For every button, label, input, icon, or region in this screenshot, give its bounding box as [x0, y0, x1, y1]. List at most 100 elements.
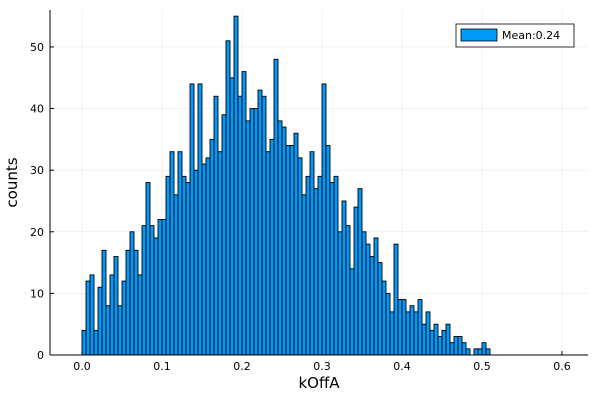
histogram-bar	[413, 311, 419, 356]
histogram-bar	[485, 348, 491, 356]
histogram-bar	[381, 280, 387, 356]
histogram-bar	[473, 348, 479, 356]
axes	[49, 10, 588, 356]
histogram-bar	[389, 311, 395, 356]
histogram-bar	[249, 108, 255, 356]
histogram-bar	[197, 83, 203, 356]
histogram-bar	[277, 120, 283, 356]
histogram-bar	[161, 219, 167, 356]
histogram-bar	[325, 145, 331, 356]
histogram-bar	[273, 58, 279, 356]
y-tick-label: 30	[30, 164, 44, 177]
histogram-bar	[457, 336, 463, 356]
x-tick-label: 0.4	[393, 360, 411, 373]
histogram-bar	[193, 169, 199, 356]
histogram-bar	[293, 132, 299, 356]
histogram-bar	[213, 95, 219, 356]
histogram-bar	[301, 194, 307, 356]
histogram-bar	[361, 231, 367, 356]
histogram-bar	[377, 262, 383, 356]
x-tick-label: 0.3	[313, 360, 331, 373]
x-ticks: 0.0 0.1 0.2 0.3 0.4 0.5 0.6	[73, 351, 571, 373]
histogram-bar	[289, 145, 295, 356]
histogram-bar	[101, 249, 107, 356]
histogram-bar	[449, 342, 455, 356]
histogram-bar	[157, 219, 163, 356]
histogram-bar	[105, 305, 111, 356]
y-tick-label: 40	[30, 103, 44, 116]
histogram-bar	[261, 95, 267, 356]
histogram-bar	[89, 274, 95, 356]
histogram-bar	[93, 329, 99, 356]
histogram-bar	[309, 151, 315, 356]
histogram-bar	[453, 336, 459, 356]
histogram-bar	[97, 286, 103, 356]
histogram-bar	[409, 305, 415, 356]
histogram-bar	[401, 299, 407, 356]
histogram-bar	[349, 268, 355, 356]
histogram-bar	[177, 151, 183, 356]
legend-label: Mean:0.24	[502, 29, 560, 42]
histogram-bar	[133, 249, 139, 356]
y-tick-label: 50	[30, 41, 44, 54]
histogram-bar	[345, 225, 351, 356]
histogram-bar	[297, 157, 303, 356]
histogram-bar	[461, 342, 467, 356]
histogram-bar	[181, 175, 187, 356]
histogram-bar	[237, 95, 243, 356]
histogram-bar	[321, 83, 327, 356]
histogram-bar	[169, 151, 175, 356]
y-tick-label: 10	[30, 287, 44, 300]
histogram-bar	[281, 126, 287, 356]
histogram-bar	[189, 83, 195, 356]
histogram-bar	[305, 175, 311, 356]
histogram-bar	[229, 77, 235, 356]
histogram-bar	[445, 323, 451, 356]
histogram-bar	[481, 342, 487, 356]
histogram-bar	[269, 138, 275, 356]
histogram-bar	[421, 323, 427, 356]
histogram-bar	[477, 348, 483, 356]
x-tick-label: 0.1	[153, 360, 171, 373]
y-ticks: 0 10 20 30 40 50	[30, 41, 54, 362]
histogram-bar	[285, 145, 291, 356]
histogram-bar	[153, 237, 159, 356]
histogram-bar	[333, 175, 339, 356]
histogram-bar	[145, 182, 151, 356]
histogram-bar	[165, 175, 171, 356]
histogram-bar	[113, 255, 119, 356]
x-tick-label: 0.6	[553, 360, 571, 373]
y-tick-label: 20	[30, 226, 44, 239]
histogram-bar	[225, 40, 231, 356]
histogram-bar	[233, 15, 239, 356]
histogram-bar	[429, 329, 435, 356]
histogram-bar	[405, 311, 411, 356]
histogram-bar	[241, 71, 247, 356]
histogram-bar	[137, 274, 143, 356]
histogram-bar	[353, 206, 359, 356]
legend-swatch	[460, 28, 498, 42]
y-axis-title: counts	[3, 157, 21, 207]
histogram-bar	[245, 120, 251, 356]
histogram-bar	[337, 231, 343, 356]
histogram-bar	[209, 138, 215, 356]
histogram-bar	[397, 299, 403, 356]
histogram-bar	[313, 188, 319, 356]
histogram-bar	[125, 249, 131, 356]
histogram-bar	[201, 163, 207, 356]
histogram-bar	[121, 280, 127, 356]
histogram-bar	[357, 188, 363, 356]
x-tick-label: 0.5	[473, 360, 491, 373]
histogram-bar	[437, 336, 443, 356]
histogram-bar	[253, 108, 259, 356]
histogram-bar	[257, 89, 263, 356]
histogram-bar	[365, 243, 371, 356]
histogram-bar	[433, 323, 439, 356]
histogram-bar	[149, 225, 155, 356]
histogram-bar	[385, 292, 391, 356]
x-tick-label: 0.0	[73, 360, 91, 373]
histogram-bar	[441, 329, 447, 356]
histogram-bar	[205, 157, 211, 356]
histogram-bar	[217, 151, 223, 356]
